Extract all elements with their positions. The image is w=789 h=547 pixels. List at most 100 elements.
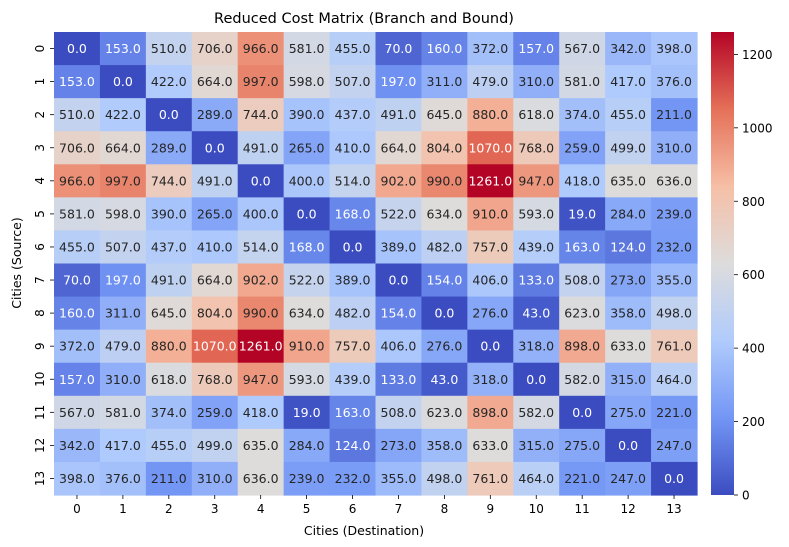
cell-value-label: 389.0 (381, 239, 417, 254)
cell-value-label: 422.0 (105, 107, 141, 122)
cell-value-label: 0.0 (113, 74, 133, 89)
cell-value-label: 491.0 (151, 273, 187, 288)
heatmap-cell (237, 230, 285, 265)
x-tick-label: 2 (165, 502, 173, 516)
y-tick-label: 2 (33, 111, 47, 119)
colorbar (711, 32, 734, 495)
y-tick-label: 7 (33, 276, 47, 284)
x-tick-label: 3 (211, 502, 219, 516)
cell-value-label: 757.0 (472, 239, 508, 254)
cell-value-label: 0.0 (343, 239, 363, 254)
cell-value-label: 455.0 (610, 107, 646, 122)
heatmap-cell (237, 263, 285, 298)
heatmap-cell (375, 395, 423, 430)
y-tick-label: 11 (33, 405, 47, 420)
cell-value-label: 507.0 (335, 74, 371, 89)
cell-value-label: 761.0 (472, 471, 508, 486)
cell-value-label: 284.0 (610, 206, 646, 221)
x-tick-label: 6 (349, 502, 357, 516)
heatmap-cell (54, 65, 101, 99)
colorbar-ticks: 0 200 400 600 800 1000 1200 (734, 48, 773, 503)
heatmap-cell (375, 98, 423, 132)
heatmap-cell (237, 32, 285, 66)
colorbar-tick-label: 1000 (742, 121, 773, 135)
heatmap-cell (467, 329, 514, 364)
heatmap-cell (559, 197, 606, 232)
heatmap-cell (237, 164, 285, 198)
heatmap-cell (467, 164, 514, 198)
heatmap-cell (421, 32, 468, 66)
heatmap-cell (559, 65, 606, 99)
heatmap-cell (329, 98, 377, 132)
cell-value-label: 437.0 (335, 107, 371, 122)
cell-value-label: 966.0 (59, 173, 95, 188)
heatmap-cell (421, 98, 468, 132)
heatmap-cell (605, 461, 652, 496)
cell-value-label: 389.0 (335, 273, 371, 288)
cell-value-label: 990.0 (243, 306, 279, 321)
heatmap-cell (99, 65, 147, 99)
heatmap-cell (421, 395, 468, 430)
heatmap-cell (605, 395, 652, 430)
heatmap-cell (605, 230, 652, 265)
heatmap-cell (513, 197, 560, 232)
cell-value-label: 1261.0 (239, 339, 283, 354)
heatmap-cell (99, 461, 147, 496)
cell-value-label: 0.0 (434, 306, 454, 321)
heatmap-cell (54, 263, 101, 298)
heatmap-cell (145, 296, 193, 331)
cell-value-label: 259.0 (564, 140, 600, 155)
heatmap-cell (99, 230, 147, 265)
cell-value-label: 265.0 (289, 140, 325, 155)
cell-value-label: 310.0 (656, 140, 692, 155)
heatmap-cell (54, 461, 101, 496)
heatmap-cell (191, 230, 239, 265)
cell-value-label: 634.0 (289, 306, 325, 321)
cell-value-label: 598.0 (289, 74, 325, 89)
heatmap-cell (191, 65, 239, 99)
y-tick-label: 13 (33, 471, 47, 486)
heatmap-cell (54, 395, 101, 430)
cell-value-label: 634.0 (426, 206, 462, 221)
heatmap-cell (513, 263, 560, 298)
cell-value-label: 157.0 (518, 41, 554, 56)
cell-value-label: 276.0 (472, 306, 508, 321)
cell-value-label: 124.0 (610, 239, 646, 254)
cell-value-label: 768.0 (197, 372, 233, 387)
cell-value-label: 902.0 (381, 173, 417, 188)
cell-value-label: 664.0 (197, 74, 233, 89)
cell-value-label: 744.0 (151, 173, 187, 188)
heatmap-cell (559, 32, 606, 66)
cell-value-label: 410.0 (197, 239, 233, 254)
heatmap-cell (283, 362, 331, 397)
cell-value-label: 623.0 (426, 405, 462, 420)
cell-value-label: 376.0 (656, 74, 692, 89)
cell-value-label: 582.0 (518, 405, 554, 420)
heatmap-cell (559, 362, 606, 397)
heatmap-cell (513, 329, 560, 364)
cell-value-label: 374.0 (151, 405, 187, 420)
heatmap-cell (329, 32, 377, 66)
heatmap-cell (513, 98, 560, 132)
cell-value-label: 239.0 (289, 471, 325, 486)
x-tick-label: 9 (487, 502, 495, 516)
cell-value-label: 581.0 (289, 41, 325, 56)
heatmap-cell (467, 98, 514, 132)
y-tick-label: 4 (33, 177, 47, 185)
heatmap-cell (145, 428, 193, 463)
cell-value-label: 491.0 (243, 140, 279, 155)
heatmap-cell (605, 164, 652, 198)
heatmap-cell (99, 428, 147, 463)
heatmap-cell (651, 131, 698, 165)
cell-value-label: 0.0 (159, 107, 179, 122)
cell-value-label: 0.0 (618, 438, 638, 453)
heatmap-cell (605, 263, 652, 298)
heatmap-cell (54, 362, 101, 397)
cell-value-label: 311.0 (426, 74, 462, 89)
y-axis-label: Cities (Source) (9, 217, 24, 308)
heatmap-cell (99, 395, 147, 430)
heatmap-cell (99, 263, 147, 298)
cell-value-label: 422.0 (151, 74, 187, 89)
y-tick-label: 12 (33, 438, 47, 453)
cell-value-label: 514.0 (335, 173, 371, 188)
